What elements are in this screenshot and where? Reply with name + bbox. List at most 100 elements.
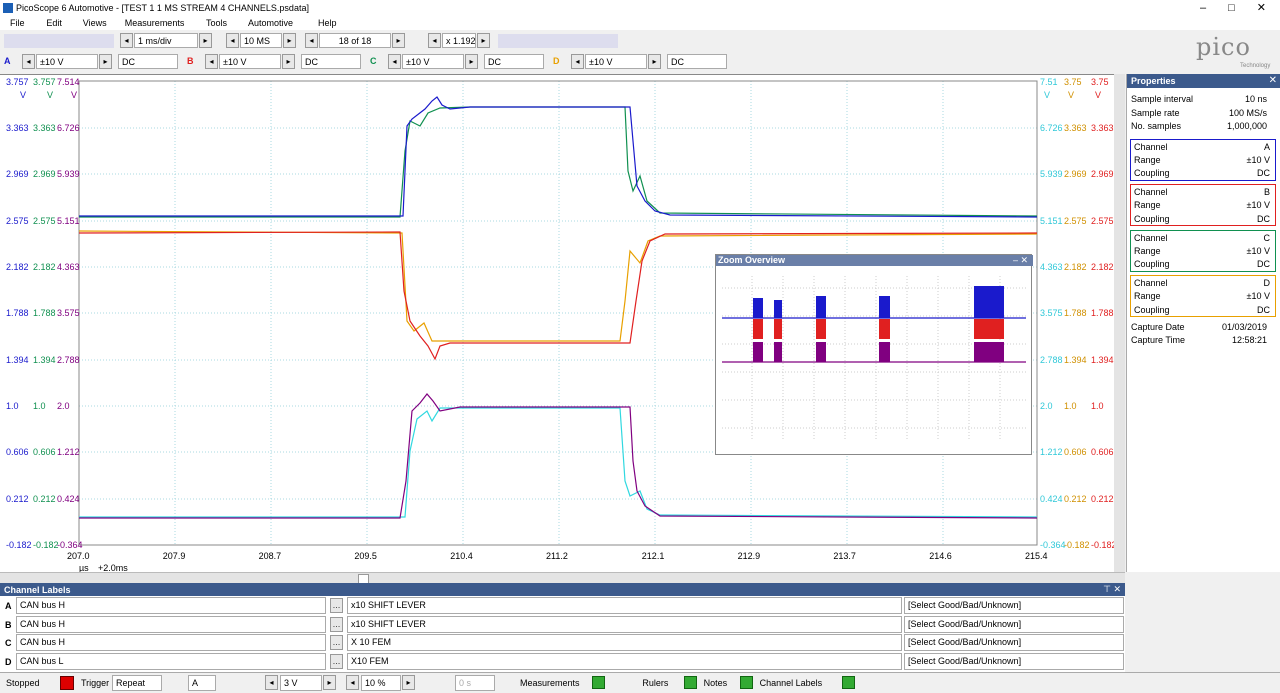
button-icon[interactable] <box>739 676 753 689</box>
y-axis-label: -0.182 <box>33 539 59 550</box>
prev-button[interactable]: ◂ <box>428 33 441 48</box>
y-axis-label: 1.788 <box>1091 308 1114 319</box>
toolbar-button[interactable]: Channel Labels <box>759 678 823 688</box>
window-controls[interactable]: –□✕ <box>1200 2 1280 14</box>
note-input[interactable]: x10 SHIFT LEVER <box>347 597 902 614</box>
button-icon[interactable] <box>592 676 606 689</box>
row-channel: C <box>5 638 12 649</box>
horizontal-scrollbar[interactable] <box>0 572 1125 584</box>
y-axis-label: 1.788 <box>6 308 29 319</box>
view-icons[interactable] <box>4 34 114 48</box>
prev-button[interactable]: ◂ <box>305 33 318 48</box>
range-select[interactable]: ±10 V <box>36 54 98 69</box>
range-dec[interactable]: ◂ <box>388 54 401 69</box>
timebase-select[interactable]: 1 ms/div <box>134 33 198 48</box>
ellipsis-button[interactable]: … <box>330 598 343 613</box>
note-input[interactable]: x10 SHIFT LEVER <box>347 615 902 633</box>
range-dec[interactable]: ◂ <box>205 54 218 69</box>
trace-b <box>78 231 1038 361</box>
next-button[interactable]: ▸ <box>283 33 296 48</box>
range-select[interactable]: ±10 V <box>402 54 464 69</box>
label-input[interactable]: CAN bus H <box>16 597 326 614</box>
range-dec[interactable]: ◂ <box>22 54 35 69</box>
menu-item[interactable]: Edit <box>46 18 62 28</box>
menu-item[interactable]: Tools <box>206 18 228 28</box>
range-inc[interactable]: ▸ <box>99 54 112 69</box>
ellipsis-button[interactable]: … <box>330 654 343 670</box>
delay[interactable]: 0 s <box>455 675 495 691</box>
range-select[interactable]: ±10 V <box>219 54 281 69</box>
button-icon[interactable] <box>842 676 856 689</box>
toolbar-button[interactable]: Notes <box>703 678 728 688</box>
panel-controls[interactable]: ⊤ ✕ <box>1103 584 1121 594</box>
threshold[interactable]: 3 V <box>280 675 322 691</box>
x-axis-label: 214.6 <box>929 551 952 561</box>
y-axis-label: 5.939 <box>1040 169 1063 180</box>
toolbar-button[interactable]: Rulers <box>642 678 669 688</box>
channel-properties: Channel A Range ±10 V Coupling DC <box>1130 138 1276 181</box>
property-name: Channel <box>1134 232 1168 243</box>
menu-item[interactable]: Automotive <box>248 18 294 28</box>
trace-a <box>79 96 1038 218</box>
property-row: Range ±10 V <box>1134 155 1270 168</box>
label-input[interactable]: CAN bus L <box>16 653 326 671</box>
note-input[interactable]: X10 FEM <box>347 653 902 671</box>
label-input[interactable]: CAN bus H <box>16 634 326 652</box>
rating-select[interactable]: [Select Good/Bad/Unknown] <box>904 653 1124 671</box>
rating-select[interactable]: [Select Good/Bad/Unknown] <box>904 634 1124 652</box>
trigger-mode[interactable]: Repeat <box>112 675 162 691</box>
y-axis-label: -0.182 <box>1091 539 1117 550</box>
next-button[interactable]: ▸ <box>199 33 212 48</box>
zoom-factor[interactable]: x 1.192 <box>442 33 476 48</box>
ellipsis-button[interactable]: … <box>330 616 343 632</box>
threshold-inc[interactable]: ▸ <box>323 675 336 690</box>
label-input[interactable]: CAN bus H <box>16 615 326 633</box>
property-row: Range ±10 V <box>1134 246 1270 259</box>
y-axis-label: 2.969 <box>1064 169 1087 180</box>
coupling-select[interactable]: DC <box>118 54 178 69</box>
property-value: 12:58:21 <box>1231 335 1267 345</box>
channel-properties: Channel D Range ±10 V Coupling DC <box>1130 275 1276 317</box>
coupling-select[interactable]: DC <box>667 54 727 69</box>
buffer-index[interactable]: 18 of 18 <box>319 33 391 48</box>
range-select[interactable]: ±10 V <box>585 54 647 69</box>
rating-select[interactable]: [Select Good/Bad/Unknown] <box>904 615 1124 633</box>
range-inc[interactable]: ▸ <box>465 54 478 69</box>
next-button[interactable]: ▸ <box>392 33 405 48</box>
channel-properties: Channel C Range ±10 V Coupling DC <box>1130 229 1276 272</box>
coupling-select[interactable]: DC <box>484 54 544 69</box>
prev-button[interactable]: ◂ <box>226 33 239 48</box>
rating-select[interactable]: [Select Good/Bad/Unknown] <box>904 597 1124 614</box>
range-dec[interactable]: ◂ <box>571 54 584 69</box>
pretrigger-inc[interactable]: ▸ <box>402 675 415 690</box>
menu-item[interactable]: Help <box>318 18 337 28</box>
zoom-overview-controls[interactable]: – ✕ <box>1012 255 1028 265</box>
menu-item[interactable]: Views <box>82 18 107 28</box>
pretrigger[interactable]: 10 % <box>361 675 401 691</box>
coupling-select[interactable]: DC <box>301 54 361 69</box>
y-axis-label: 1.788 <box>33 308 56 319</box>
pretrigger-dec[interactable]: ◂ <box>346 675 359 690</box>
property-name: Coupling <box>1134 304 1170 315</box>
ellipsis-button[interactable]: … <box>330 635 343 651</box>
zoom-tools[interactable] <box>498 34 618 48</box>
toolbar-button[interactable]: Measurements <box>520 678 580 688</box>
menu-item[interactable]: File <box>10 18 25 28</box>
close-button[interactable]: ✕ <box>1268 75 1277 86</box>
stop-button[interactable] <box>60 676 74 690</box>
threshold-dec[interactable]: ◂ <box>265 675 278 690</box>
next-button[interactable]: ▸ <box>477 33 490 48</box>
menu-item[interactable]: Measurements <box>124 18 185 28</box>
note-input[interactable]: X 10 FEM <box>347 634 902 652</box>
vertical-scrollbar[interactable] <box>1114 74 1125 572</box>
property-row: Sample interval 10 ns <box>1131 94 1267 107</box>
range-inc[interactable]: ▸ <box>282 54 295 69</box>
button-icon[interactable] <box>683 676 697 689</box>
channel-id: B <box>187 56 194 66</box>
prev-button[interactable]: ◂ <box>120 33 133 48</box>
samples-select[interactable]: 10 MS <box>240 33 282 48</box>
range-inc[interactable]: ▸ <box>648 54 661 69</box>
axis-top-value: 3.757 <box>33 77 56 87</box>
trigger-channel[interactable]: A <box>188 675 216 691</box>
